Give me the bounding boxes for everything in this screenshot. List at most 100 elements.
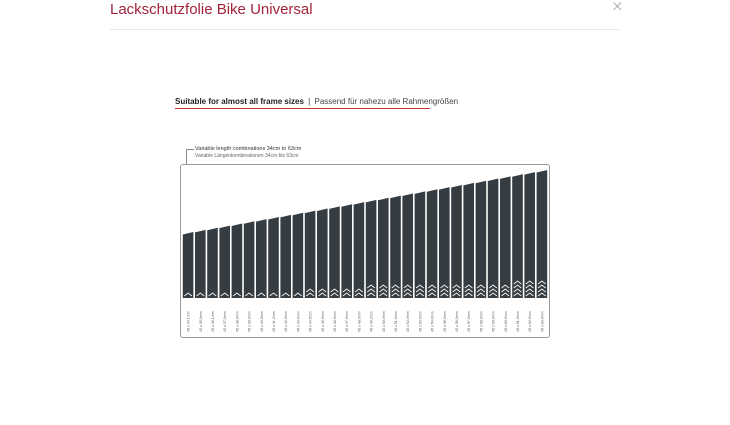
strip-size-label: 45 x 61,0mm xyxy=(516,311,520,332)
length-strip xyxy=(402,193,413,298)
image-caption: Variable length combinations 34cm to 63c… xyxy=(195,146,301,160)
strip-chevron xyxy=(403,292,412,297)
strip-chevron xyxy=(281,292,290,297)
strip-chevron xyxy=(537,288,546,293)
strip-size-label: 45 x 45,0mm xyxy=(321,311,325,332)
strip-chevron xyxy=(232,292,241,297)
length-strip xyxy=(475,180,487,298)
length-strip xyxy=(243,221,255,298)
strip-chevron xyxy=(476,288,485,293)
caption-bracket-vertical xyxy=(186,149,187,165)
length-strip xyxy=(207,227,218,298)
strip-chevron xyxy=(537,292,546,297)
strip-chevron xyxy=(196,292,205,297)
length-strip xyxy=(365,199,377,298)
headline-separator: | xyxy=(308,97,311,106)
strip-chevron xyxy=(306,288,315,293)
length-strip xyxy=(231,223,243,298)
strip-chevron xyxy=(501,284,510,289)
strip-size-label: 45 x 47,0mm xyxy=(345,311,349,332)
strip-chevron xyxy=(379,284,388,289)
strip-chevron xyxy=(501,292,510,297)
length-strip xyxy=(414,191,426,298)
strip-chevron xyxy=(257,292,266,297)
strip-chevron xyxy=(293,292,302,297)
strip-chevron xyxy=(476,292,485,297)
strip-chevron xyxy=(379,288,388,293)
length-strip xyxy=(487,178,499,298)
strip-chevron xyxy=(208,292,217,297)
strip-chevron xyxy=(379,292,388,297)
strip-size-label: 45 x 62,0mm xyxy=(528,311,532,332)
strip-chevron xyxy=(428,288,437,293)
strip-chevron xyxy=(452,288,461,293)
length-strip xyxy=(304,210,316,298)
strip-size-label: 45 x 60,0mm xyxy=(504,311,508,332)
strip-chevron xyxy=(354,292,363,297)
strip-chevron xyxy=(440,284,449,289)
strip-chevron xyxy=(525,292,534,297)
strip-size-label: 45 x 52,0mm xyxy=(406,311,410,332)
strip-size-label: 45 x 55,0mm xyxy=(443,311,447,332)
strip-chevron xyxy=(354,288,363,293)
strip-chevron xyxy=(245,292,254,297)
strip-chevron xyxy=(537,284,546,289)
strip-size-label: 45 x 44,5mm xyxy=(309,311,313,332)
strip-chevron xyxy=(428,284,437,289)
product-image: Suitable for almost all frame sizes | Pa… xyxy=(172,92,562,342)
length-strip xyxy=(463,182,474,298)
strip-chevron xyxy=(367,284,376,289)
strip-chevron xyxy=(428,292,437,297)
strip-size-label: 45 x 56,0mm xyxy=(455,311,459,332)
strip-chevron xyxy=(403,284,412,289)
image-headline: Suitable for almost all frame sizes | Pa… xyxy=(175,97,458,106)
strip-chevron xyxy=(440,292,449,297)
headline-underline xyxy=(175,108,430,109)
length-strip xyxy=(439,187,450,298)
strip-size-label: 45 x 38,0mm xyxy=(235,311,239,332)
strip-chevron xyxy=(330,292,339,297)
strip-size-label: 45 x 40,5mm xyxy=(260,311,264,332)
strip-size-label: 45 x 54,0mm xyxy=(431,311,435,332)
strip-chevron xyxy=(391,292,400,297)
strip-chevron xyxy=(464,284,473,289)
strip-chevron xyxy=(501,288,510,293)
strip-chevron xyxy=(513,292,522,297)
strip-size-label: 45 x 37,0mm xyxy=(223,311,227,332)
strip-chevron xyxy=(476,284,485,289)
length-strip xyxy=(536,170,548,298)
length-strip xyxy=(426,189,438,298)
strip-size-label: 45 x 39,0mm xyxy=(248,311,252,332)
strip-size-label: 45 x 53,0mm xyxy=(418,311,422,332)
strip-chevron xyxy=(330,288,339,293)
strip-chevron xyxy=(452,284,461,289)
strip-chevron xyxy=(415,292,424,297)
length-strip xyxy=(256,219,267,298)
length-strip xyxy=(195,229,206,298)
length-strip xyxy=(341,204,352,298)
strip-chevron xyxy=(415,288,424,293)
length-strip xyxy=(353,202,365,298)
strip-chevron xyxy=(537,280,546,285)
strip-chevron xyxy=(415,284,424,289)
strip-chevron xyxy=(525,288,534,293)
strip-chevron xyxy=(306,292,315,297)
strip-chevron xyxy=(489,292,498,297)
close-icon[interactable]: × xyxy=(611,0,624,15)
length-strip xyxy=(292,212,304,298)
strip-size-label: 45 x 49,2mm xyxy=(370,311,374,332)
strip-size-label: 45 x 59,0mm xyxy=(492,311,496,332)
strip-size-label: 45 x 48,0mm xyxy=(357,311,361,332)
length-strip xyxy=(280,214,291,298)
strip-chevron xyxy=(513,280,522,285)
headline-de: Passend für nahezu alle Rahmengrößen xyxy=(314,97,459,106)
modal-header: Lackschutzfolie Bike Universal × xyxy=(0,0,730,30)
length-strip xyxy=(524,172,535,298)
strip-chevron xyxy=(440,288,449,293)
strip-chevron xyxy=(525,284,534,289)
length-strip xyxy=(329,206,340,298)
strip-chevron xyxy=(464,292,473,297)
length-strip xyxy=(500,176,511,298)
strip-size-label: 45 x 41,2mm xyxy=(272,311,276,332)
strip-size-label: 45 x 35,0mm xyxy=(199,311,203,332)
